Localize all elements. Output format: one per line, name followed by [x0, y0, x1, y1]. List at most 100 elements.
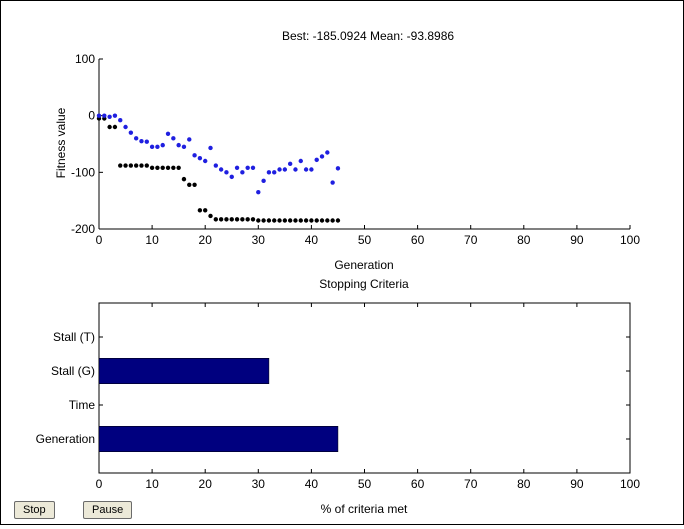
best-fitness-point	[298, 218, 303, 223]
mean-fitness-point	[171, 136, 176, 141]
fitness-x-tick-label: 100	[620, 233, 640, 247]
stopping-x-tick-label: 70	[464, 477, 478, 491]
mean-fitness-point	[282, 167, 288, 172]
stopping-category-label: Stall (T)	[53, 330, 95, 344]
fitness-x-axis-label: Generation	[334, 258, 393, 272]
mean-fitness-point	[287, 161, 293, 167]
fitness-x-tick-label: 10	[145, 233, 159, 247]
fitness-x-tick-label: 20	[199, 233, 213, 247]
best-fitness-point	[261, 218, 266, 223]
fitness-x-tick-label: 50	[358, 233, 372, 247]
best-fitness-point	[218, 217, 224, 222]
stopping-x-tick-label: 30	[252, 477, 266, 491]
mean-fitness-point	[160, 142, 165, 148]
best-fitness-point	[335, 218, 341, 223]
best-fitness-point	[176, 165, 181, 170]
stopping-category-label: Generation	[36, 432, 95, 446]
mean-fitness-point	[218, 167, 224, 172]
best-fitness-point	[245, 217, 250, 222]
stopping-x-axis-label: % of criteria met	[321, 502, 408, 516]
mean-fitness-point	[256, 189, 261, 195]
mean-fitness-point	[128, 130, 134, 135]
best-fitness-point	[229, 217, 234, 222]
mean-fitness-point	[133, 136, 139, 141]
best-fitness-point	[123, 163, 128, 168]
best-fitness-point	[112, 124, 118, 130]
fitness-y-tick-label: -200	[71, 222, 95, 236]
mean-fitness-point	[309, 167, 314, 172]
best-fitness-point	[160, 165, 165, 170]
best-fitness-point	[266, 218, 272, 223]
best-fitness-point	[234, 217, 240, 222]
mean-fitness-point	[298, 158, 303, 164]
best-fitness-point	[192, 182, 197, 187]
stopping-plot-title: Stopping Criteria	[319, 277, 409, 291]
stopping-x-tick-label: 20	[199, 477, 213, 491]
mean-fitness-point	[330, 180, 335, 185]
mean-fitness-point	[192, 153, 197, 158]
best-fitness-point	[155, 165, 160, 170]
best-fitness-point	[272, 218, 277, 223]
mean-fitness-point	[229, 174, 234, 180]
best-fitness-point	[133, 163, 139, 168]
pause-button[interactable]: Pause	[83, 501, 133, 519]
fitness-y-tick-label: 100	[75, 52, 95, 66]
stopping-x-tick-label: 0	[96, 477, 103, 491]
fitness-x-tick-label: 90	[570, 233, 584, 247]
fitness-x-tick-label: 80	[517, 233, 531, 247]
best-fitness-point	[256, 218, 261, 223]
best-fitness-point	[149, 165, 155, 170]
stopping-x-tick-label: 90	[570, 477, 584, 491]
mean-fitness-point	[250, 165, 256, 170]
best-fitness-point	[144, 163, 149, 168]
best-fitness-point	[118, 163, 123, 168]
best-fitness-point	[314, 218, 319, 223]
best-fitness-point	[187, 182, 192, 187]
fitness-y-tick-label: 0	[88, 109, 95, 123]
best-fitness-point	[197, 208, 203, 213]
mean-fitness-point	[335, 166, 341, 171]
mean-fitness-point	[266, 170, 272, 175]
fitness-y-tick-label: -100	[71, 165, 95, 179]
fitness-axes: 0 10 20 30 40 50 60 70 80 90 100 -200 -100 0 100	[71, 52, 640, 247]
mean-fitness-point	[319, 154, 325, 159]
fitness-x-tick-label: 0	[96, 233, 103, 247]
fitness-x-tick-label: 60	[411, 233, 425, 247]
best-fitness-point	[293, 218, 298, 223]
stopping-x-tick-label: 100	[620, 477, 640, 491]
mean-fitness-point	[272, 170, 277, 175]
mean-fitness-point	[325, 150, 330, 155]
stop-button[interactable]: Stop	[14, 501, 55, 519]
best-fitness-point	[309, 218, 314, 223]
mean-fitness-point	[165, 131, 171, 136]
best-fitness-point	[165, 165, 171, 170]
fitness-x-tick-label: 70	[464, 233, 478, 247]
best-fitness-point	[224, 217, 229, 222]
mean-fitness-point	[245, 165, 250, 170]
mean-fitness-point	[118, 118, 123, 123]
best-fitness-point	[277, 218, 282, 223]
stopping-axes: 0 10 20 30 40 50 60 70 80 90 100 Stall (T) Stall (G)…	[36, 302, 640, 491]
mean-fitness-point	[234, 165, 240, 170]
best-fitness-point	[240, 217, 245, 222]
stopping-category-label: Time	[69, 398, 96, 412]
stopping-x-tick-label: 80	[517, 477, 531, 491]
mean-fitness-point	[96, 113, 102, 118]
mean-fitness-point	[203, 158, 208, 164]
fitness-x-tick-label: 30	[252, 233, 266, 247]
stopping-x-tick-label: 60	[411, 477, 425, 491]
mean-fitness-point	[181, 144, 187, 150]
best-fitness-point	[287, 218, 293, 223]
best-fitness-point	[203, 208, 208, 213]
mean-fitness-point	[293, 167, 298, 172]
stopping-bars	[98, 358, 339, 452]
mean-fitness-point	[144, 139, 149, 144]
mean-fitness-point	[208, 145, 213, 151]
mean-fitness-point	[224, 170, 229, 175]
stopping-x-tick-label: 10	[145, 477, 159, 491]
best-fitness-point	[303, 218, 309, 223]
mean-fitness-point	[303, 167, 309, 172]
fitness-points	[96, 113, 341, 223]
mean-fitness-point	[112, 113, 118, 118]
mean-fitness-point	[149, 144, 155, 150]
